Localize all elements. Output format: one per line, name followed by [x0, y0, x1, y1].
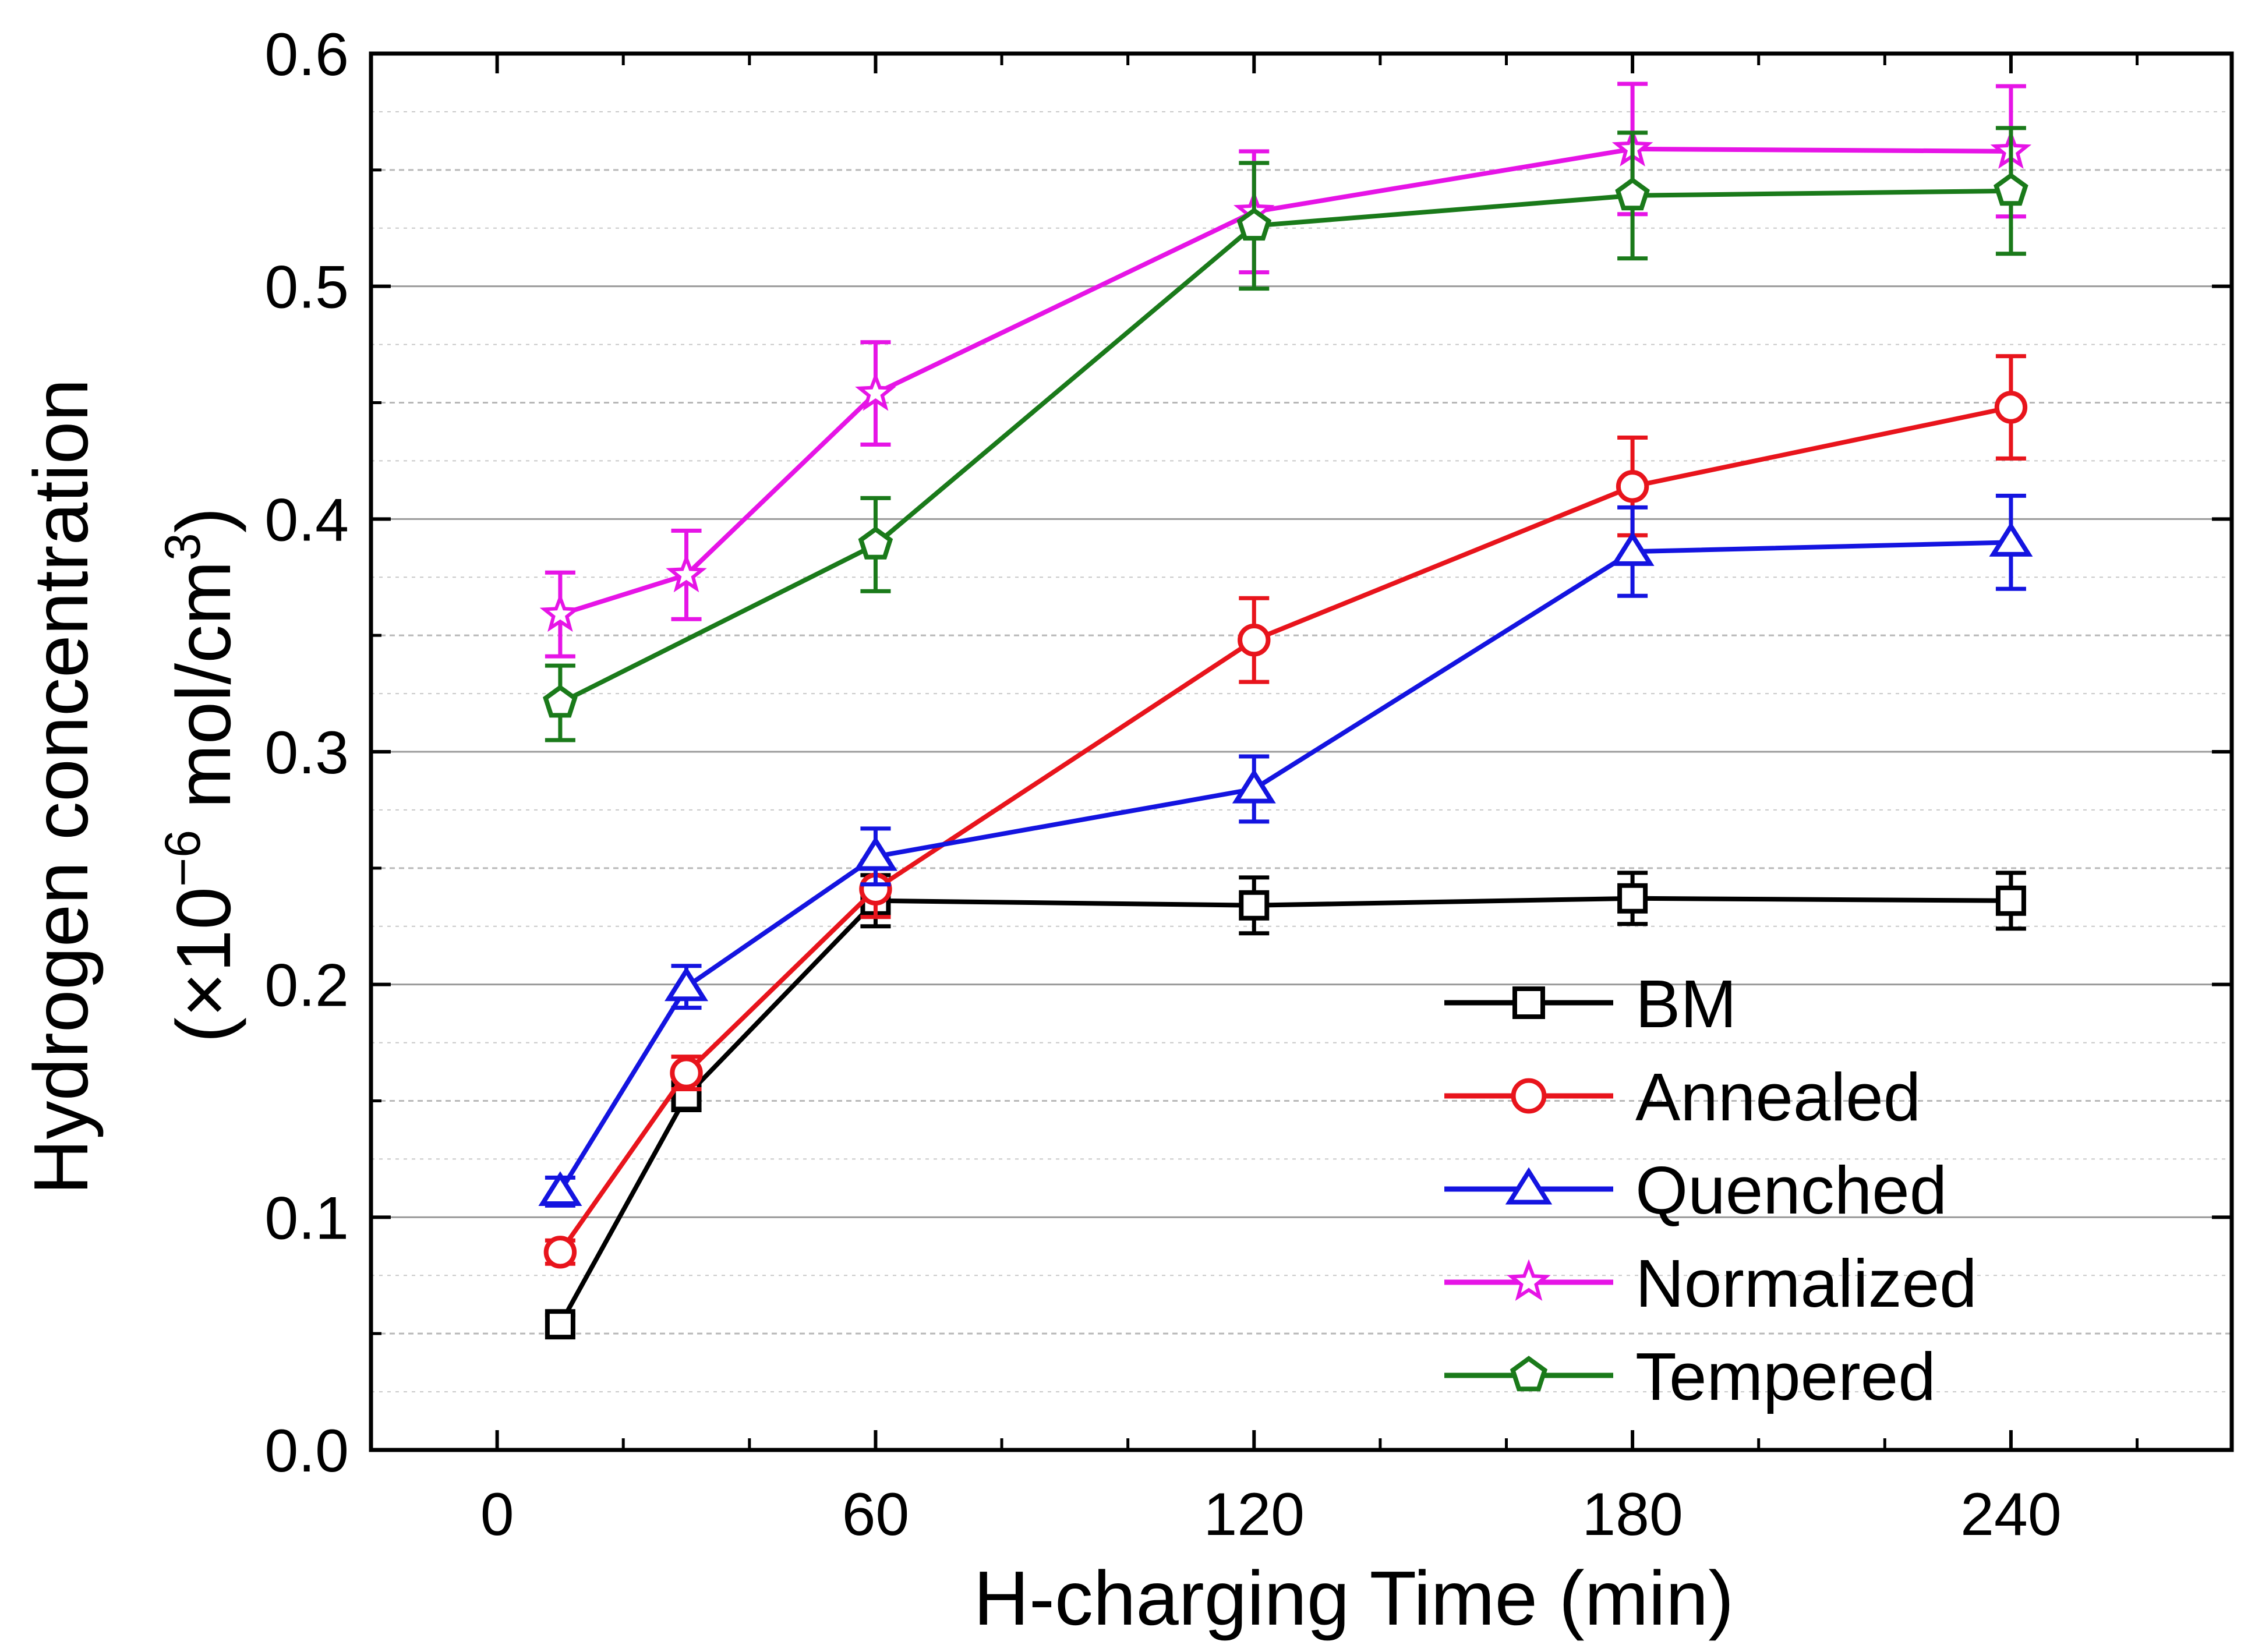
marker-circle	[1616, 470, 1649, 503]
legend-label: Normalized	[1635, 1246, 1977, 1321]
marker-star	[666, 553, 707, 593]
svg-text:Hydrogen concentration: Hydrogen concentration	[18, 378, 104, 1195]
grid	[371, 111, 2232, 1393]
marker-pentagon	[1994, 172, 2028, 206]
marker-star	[539, 593, 581, 632]
marker-circle	[1994, 391, 2028, 424]
legend-entry-quenched: Quenched	[1444, 1152, 1947, 1228]
y-axis-title-prefix: (×10	[161, 887, 246, 1043]
y-axis-title-exponent: −6	[155, 830, 211, 887]
marker-pentagon	[1615, 177, 1650, 211]
marker-star	[855, 372, 896, 411]
series-quenched	[538, 493, 2033, 1208]
legend-entry-annealed: Annealed	[1444, 1059, 1921, 1135]
marker-square	[1617, 883, 1648, 914]
x-tick-label: 120	[1204, 1481, 1305, 1548]
marker-pentagon	[858, 526, 893, 560]
svg-text:(×10−6 mol/cm3): (×10−6 mol/cm3)	[155, 507, 246, 1043]
x-tick-label: 0	[480, 1481, 514, 1548]
y-tick-label: 0.2	[264, 952, 349, 1020]
marker-star	[1507, 1259, 1551, 1301]
marker-circle	[1511, 1078, 1547, 1114]
y-tick-label: 0.6	[264, 21, 349, 89]
series-line	[558, 896, 2011, 1326]
marker-triangle	[1505, 1167, 1553, 1205]
y-axis-title-unit-exponent: 3	[155, 533, 211, 561]
y-tick-label: 0.1	[264, 1184, 349, 1252]
series-line	[559, 146, 2011, 617]
series-tempered	[543, 126, 2028, 742]
series-line	[558, 540, 2012, 1193]
marker-triangle	[1232, 768, 1276, 804]
y-axis-title-unit: mol/cm	[161, 561, 246, 830]
y-axis-title: Hydrogen concentration (×10−6 mol/cm3)	[18, 378, 246, 1195]
series-line	[558, 405, 2012, 1254]
legend-entry-tempered: Tempered	[1444, 1339, 1936, 1414]
x-axis-title: H-charging Time (min)	[974, 1555, 1734, 1641]
x-tick-label: 240	[1960, 1481, 2062, 1548]
y-tick-label: 0.0	[264, 1417, 349, 1485]
marker-circle	[670, 1056, 703, 1089]
y-axis-title-suffix: )	[161, 507, 246, 533]
marker-circle	[543, 1236, 577, 1269]
x-tick-label: 180	[1582, 1481, 1683, 1548]
data-series	[538, 82, 2033, 1340]
axis-ticks	[371, 52, 2232, 1452]
marker-pentagon	[1510, 1356, 1548, 1392]
y-tick-label: 0.4	[264, 486, 349, 554]
legend: BM Annealed Quenched Normalized Tempered	[1444, 966, 1977, 1414]
marker-triangle	[665, 966, 709, 1002]
marker-square	[1239, 890, 1270, 921]
y-tick-label: 0.5	[264, 254, 349, 321]
legend-label: Quenched	[1635, 1152, 1947, 1228]
x-tick-label: 60	[842, 1481, 910, 1548]
legend-label: Tempered	[1635, 1339, 1936, 1414]
legend-label: BM	[1635, 966, 1737, 1042]
legend-entry-bm: BM	[1444, 966, 1737, 1042]
marker-triangle	[1610, 531, 1655, 566]
marker-square	[1995, 885, 2026, 916]
marker-square	[1512, 986, 1545, 1019]
y-tick-label: 0.3	[264, 719, 349, 787]
marker-square	[545, 1309, 575, 1340]
marker-circle	[1238, 623, 1271, 657]
y-axis-title-line1: Hydrogen concentration	[18, 378, 104, 1195]
marker-triangle	[538, 1171, 582, 1206]
marker-triangle	[853, 836, 897, 871]
marker-triangle	[1989, 522, 2033, 557]
marker-pentagon	[1236, 207, 1272, 241]
axis-labels: H-charging Time (min) Hydrogen concentra…	[18, 21, 2062, 1641]
legend-entry-normalized: Normalized	[1444, 1246, 1977, 1321]
marker-pentagon	[543, 684, 578, 718]
legend-label: Annealed	[1635, 1059, 1921, 1135]
